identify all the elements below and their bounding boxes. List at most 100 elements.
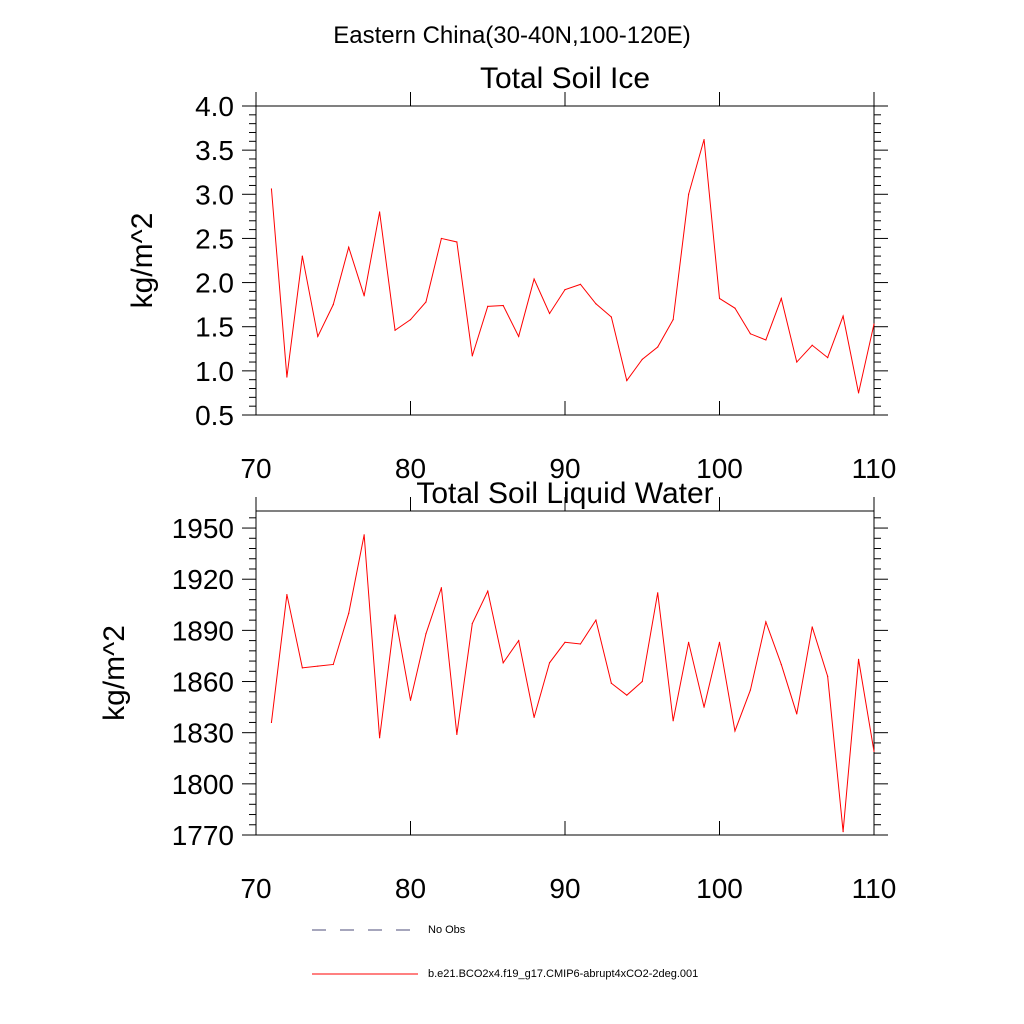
data-point: [471, 622, 473, 625]
data-point: [409, 699, 412, 701]
data-point: [641, 358, 643, 360]
data-point: [749, 333, 752, 335]
panel-total-soil-ice: Total Soil Ice kg/m^2 70 80 90 100 110 0.5 1.0 1.…: [126, 62, 896, 484]
series-line-ice: [270, 139, 875, 394]
legend: No Obs b.e21.BCO2x4.f19_g17.CMIP6-abrupt…: [312, 924, 698, 980]
data-point: [502, 304, 504, 307]
y-tick-label: 1950: [172, 513, 234, 544]
y-tick-label: 1890: [172, 615, 234, 646]
chart-title-ice: Total Soil Ice: [480, 62, 650, 95]
data-point: [564, 289, 566, 291]
data-point: [487, 305, 489, 308]
data-point: [610, 316, 612, 318]
data-point: [533, 716, 535, 718]
data-point: [456, 733, 458, 735]
data-point: [688, 641, 690, 643]
data-point: [780, 663, 782, 666]
x-tick-label: 90: [549, 873, 580, 904]
data-point: [842, 315, 844, 317]
data-point: [811, 626, 813, 628]
data-point: [873, 750, 875, 753]
data-point: [657, 346, 659, 348]
data-point: [765, 621, 767, 623]
data-point: [626, 379, 628, 382]
data-point: [471, 355, 473, 357]
data-point: [286, 376, 288, 378]
y-tick-label: 2.5: [195, 223, 234, 254]
data-point: [626, 694, 628, 696]
data-point: [765, 339, 767, 341]
data-point: [579, 283, 582, 285]
data-point: [610, 682, 612, 684]
y-tick-label: 1770: [172, 820, 234, 851]
data-point: [270, 188, 273, 190]
data-point: [579, 643, 582, 645]
data-point: [317, 665, 319, 667]
data-point: [440, 587, 442, 589]
data-point: [286, 593, 288, 596]
data-point: [749, 689, 752, 691]
data-point: [827, 357, 829, 359]
data-point: [595, 303, 597, 305]
data-point: [842, 830, 844, 833]
x-tick-label: 80: [395, 453, 426, 484]
x-tick-label: 90: [549, 453, 580, 484]
x-tick-label: 100: [696, 873, 743, 904]
y-tick-label: 1860: [172, 667, 234, 698]
legend-label-no-obs: No Obs: [428, 924, 466, 936]
x-tick-label: 110: [852, 453, 897, 484]
data-point: [332, 663, 334, 666]
data-point: [518, 640, 520, 642]
data-point: [425, 633, 427, 635]
y-tick-label: 1800: [172, 769, 234, 800]
data-point: [780, 297, 782, 300]
y-axis-label-liquid: kg/m^2: [98, 625, 131, 721]
data-point: [641, 680, 643, 683]
data-point: [518, 335, 520, 338]
data-point: [379, 737, 381, 739]
data-point: [718, 641, 721, 643]
data-point: [394, 329, 396, 331]
data-point: [703, 706, 705, 708]
data-point: [301, 255, 303, 257]
data-point: [394, 614, 396, 616]
plot-frame-liquid: [255, 510, 875, 836]
x-tick-label: 70: [240, 453, 271, 484]
data-point: [440, 237, 442, 240]
y-tick-label: 1.5: [195, 312, 234, 343]
y-tick-label: 1830: [172, 718, 234, 749]
data-point: [548, 662, 551, 664]
data-point: [672, 720, 674, 722]
y-tick-label: 0.5: [195, 400, 234, 431]
data-point: [827, 675, 829, 678]
data-point: [332, 304, 334, 306]
x-tick-label: 80: [395, 873, 426, 904]
legend-label-model-run: b.e21.BCO2x4.f19_g17.CMIP6-abrupt4xCO2-2…: [428, 968, 698, 980]
data-point: [317, 335, 319, 338]
y-tick-label: 4.0: [195, 91, 234, 122]
x-tick-label: 110: [852, 873, 897, 904]
data-point: [734, 730, 736, 732]
y-tick-label: 2.0: [195, 268, 234, 299]
data-point: [363, 534, 365, 536]
data-point: [548, 312, 551, 315]
data-point: [379, 211, 381, 213]
data-point: [595, 619, 597, 621]
data-point: [409, 319, 412, 321]
data-point: [425, 301, 427, 303]
data-point: [734, 307, 736, 309]
data-point: [348, 612, 350, 614]
x-tick-label: 70: [240, 873, 271, 904]
y-tick-label: 3.0: [195, 179, 234, 210]
data-point: [873, 323, 875, 325]
x-tick-label: 100: [696, 453, 743, 484]
y-tick-label: 1.0: [195, 356, 234, 387]
data-point: [718, 297, 721, 300]
data-point: [796, 361, 798, 363]
data-point: [363, 295, 365, 297]
figure-suptitle: Eastern China(30-40N,100-120E): [333, 22, 691, 49]
y-tick-label: 3.5: [195, 135, 234, 166]
y-axis-label-ice: kg/m^2: [126, 213, 159, 309]
